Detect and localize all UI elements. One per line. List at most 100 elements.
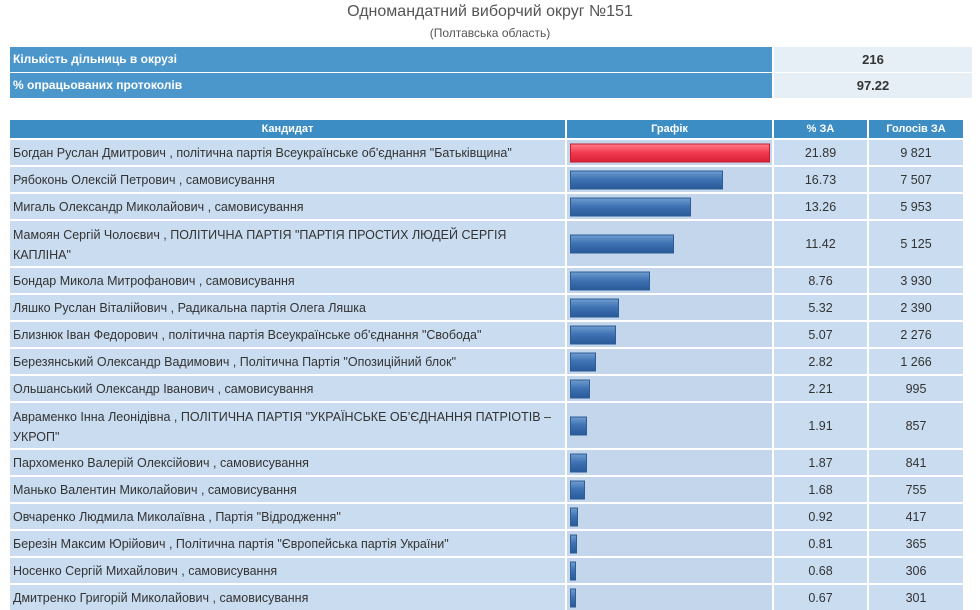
pct-cell: 0.81	[774, 531, 867, 556]
graph-cell	[567, 349, 772, 374]
table-row: Пархоменко Валерій Олексійович , самовис…	[10, 450, 963, 475]
vote-bar	[570, 379, 591, 398]
graph-cell	[567, 140, 772, 165]
vote-bar	[570, 325, 617, 344]
header-graph: Графік	[567, 120, 772, 138]
table-row: Овчаренко Людмила Миколаївна , Партія "В…	[10, 504, 963, 529]
votes-cell: 306	[869, 558, 963, 583]
pct-cell: 0.92	[774, 504, 867, 529]
pct-value: 5.32	[808, 300, 833, 315]
table-header: Кандидат Графік % ЗА Голосів ЗА	[10, 120, 963, 138]
vote-bar	[570, 234, 675, 253]
votes-value: 995	[905, 381, 927, 396]
votes-cell: 857	[869, 403, 963, 448]
pct-cell: 1.68	[774, 477, 867, 502]
graph-cell	[567, 403, 772, 448]
table-row: Носенко Сергій Михайлович , самовисуванн…	[10, 558, 963, 583]
candidate-name: Бондар Микола Митрофанович , самовисуван…	[10, 268, 565, 293]
vote-bar	[570, 352, 596, 371]
candidate-name: Мигаль Олександр Миколайович , самовисув…	[10, 194, 565, 219]
stat-value: 97.22	[774, 73, 972, 98]
pct-value: 1.68	[808, 482, 833, 497]
votes-cell: 301	[869, 585, 963, 610]
stat-value: 216	[774, 47, 972, 72]
pct-cell: 0.68	[774, 558, 867, 583]
candidate-name: Мамоян Сергій Чолоєвич , ПОЛІТИЧНА ПАРТІ…	[10, 221, 565, 266]
table-row: Ляшко Руслан Віталійович , Радикальна па…	[10, 295, 963, 320]
vote-bar	[570, 271, 651, 290]
candidate-name: Близнюк Іван Федорович , політична парті…	[10, 322, 565, 347]
table-row: Рябоконь Олексій Петрович , самовисуванн…	[10, 167, 963, 192]
votes-cell: 755	[869, 477, 963, 502]
vote-bar	[570, 561, 577, 580]
votes-cell: 841	[869, 450, 963, 475]
vote-bar	[570, 298, 619, 317]
pct-value: 5.07	[808, 327, 833, 342]
results-table: Кандидат Графік % ЗА Голосів ЗА Богдан Р…	[10, 120, 963, 610]
votes-value: 9 821	[900, 145, 932, 160]
votes-cell: 2 276	[869, 322, 963, 347]
candidate-name: Носенко Сергій Михайлович , самовисуванн…	[10, 558, 565, 583]
table-row: Бондар Микола Митрофанович , самовисуван…	[10, 268, 963, 293]
pct-value: 1.87	[808, 455, 833, 470]
table-row: Близнюк Іван Федорович , політична парті…	[10, 322, 963, 347]
header-votes: Голосів ЗА	[869, 120, 963, 138]
pct-value: 13.26	[804, 199, 837, 214]
candidate-name: Пархоменко Валерій Олексійович , самовис…	[10, 450, 565, 475]
header-pct: % ЗА	[774, 120, 867, 138]
pct-cell: 2.21	[774, 376, 867, 401]
votes-cell: 3 930	[869, 268, 963, 293]
table-row: Богдан Руслан Дмитрович , політична парт…	[10, 140, 963, 165]
pct-value: 21.89	[804, 145, 837, 160]
votes-cell: 365	[869, 531, 963, 556]
votes-value: 5 953	[900, 199, 932, 214]
votes-value: 3 930	[900, 273, 932, 288]
pct-cell: 11.42	[774, 221, 867, 266]
table-row: Мамоян Сергій Чолоєвич , ПОЛІТИЧНА ПАРТІ…	[10, 221, 963, 266]
votes-value: 841	[905, 455, 927, 470]
pct-value: 2.82	[808, 354, 833, 369]
votes-cell: 417	[869, 504, 963, 529]
stat-label: Кількість дільниць в окрузі	[10, 47, 772, 72]
candidate-name: Дмитренко Григорій Миколайович , самовис…	[10, 585, 565, 610]
table-row: Ольшанський Олександр Іванович , самовис…	[10, 376, 963, 401]
table-row: Манько Валентин Миколайович , самовисува…	[10, 477, 963, 502]
pct-value: 8.76	[808, 273, 833, 288]
vote-bar	[570, 143, 770, 162]
stat-label: % опрацьованих протоколів	[10, 73, 772, 98]
candidate-name: Березянський Олександр Вадимович , Політ…	[10, 349, 565, 374]
vote-bar	[570, 534, 578, 553]
votes-value: 2 276	[900, 327, 932, 342]
candidate-name: Ляшко Руслан Віталійович , Радикальна па…	[10, 295, 565, 320]
votes-value: 857	[905, 418, 927, 433]
graph-cell	[567, 450, 772, 475]
votes-value: 755	[905, 482, 927, 497]
graph-cell	[567, 194, 772, 219]
pct-value: 1.91	[808, 418, 833, 433]
votes-cell: 1 266	[869, 349, 963, 374]
pct-cell: 2.82	[774, 349, 867, 374]
pct-value: 11.42	[805, 236, 836, 251]
graph-cell	[567, 558, 772, 583]
page-subtitle: (Полтавська область)	[429, 26, 551, 40]
graph-cell	[567, 585, 772, 610]
votes-value: 417	[905, 509, 927, 524]
graph-cell	[567, 268, 772, 293]
vote-bar	[570, 588, 577, 607]
votes-cell: 2 390	[869, 295, 963, 320]
vote-bar	[570, 197, 692, 216]
pct-value: 0.81	[808, 536, 833, 551]
vote-bar	[570, 416, 588, 435]
table-row: Авраменко Інна Леонідівна , ПОЛІТИЧНА ПА…	[10, 403, 963, 448]
votes-value: 1 266	[900, 354, 932, 369]
pct-cell: 16.73	[774, 167, 867, 192]
votes-value: 301	[905, 590, 927, 605]
vote-bar	[570, 507, 579, 526]
votes-value: 2 390	[900, 300, 932, 315]
pct-cell: 21.89	[774, 140, 867, 165]
graph-cell	[567, 376, 772, 401]
candidate-name: Ольшанський Олександр Іванович , самовис…	[10, 376, 565, 401]
votes-cell: 995	[869, 376, 963, 401]
vote-bar	[570, 453, 588, 472]
votes-cell: 7 507	[869, 167, 963, 192]
